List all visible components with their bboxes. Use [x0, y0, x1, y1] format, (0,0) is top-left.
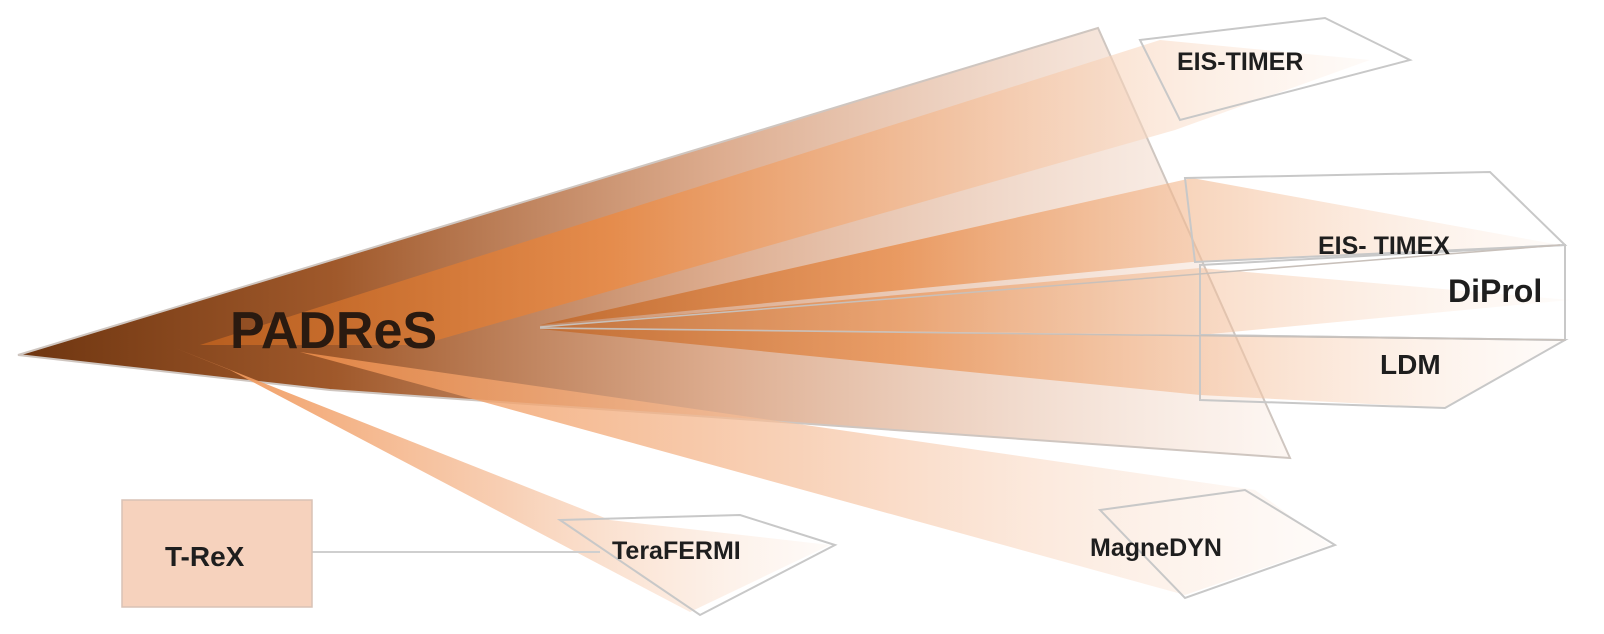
- beam-ldm: [540, 329, 1565, 408]
- arrow-eis-timer: [1138, 16, 1413, 122]
- hub-label: PADReS: [230, 302, 437, 360]
- label-diprol: DiProl: [1448, 273, 1542, 309]
- beam-magnedyn: [300, 352, 1330, 595]
- label-eis-timex: EIS- TIMEX: [1318, 232, 1450, 260]
- label-trex: T-ReX: [165, 541, 245, 572]
- label-terafermi: TeraFERMI: [612, 537, 741, 565]
- label-eis-timer: EIS-TIMER: [1177, 48, 1303, 76]
- arrow-magnedyn: [1097, 488, 1338, 600]
- beam-diprol: [540, 268, 1570, 335]
- fan-line-2: [539, 327, 1566, 341]
- label-ldm: LDM: [1380, 349, 1441, 380]
- beam-eis-timex: [540, 178, 1560, 325]
- fan-line-1: [539, 244, 1561, 328]
- beam-eis-timer: [200, 40, 1370, 345]
- beam-terafermi: [175, 348, 830, 612]
- label-magnedyn: MagneDYN: [1090, 534, 1222, 562]
- trex-box: [121, 499, 313, 608]
- arrow-terafermi: [556, 513, 838, 617]
